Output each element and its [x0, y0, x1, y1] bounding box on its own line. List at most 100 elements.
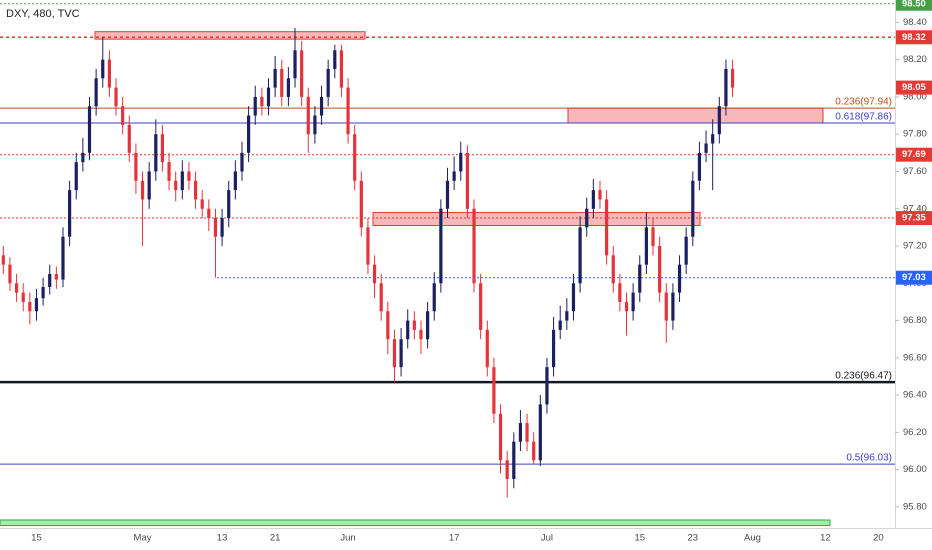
candle-body	[631, 292, 635, 312]
candle-body	[498, 413, 503, 461]
x-tick-label: 13	[217, 533, 228, 544]
candle-body	[671, 292, 675, 321]
candle-body	[140, 180, 145, 200]
candle-body	[485, 329, 489, 368]
y-tick-label: 96.60	[903, 352, 927, 363]
y-tick-label: 98.00	[903, 91, 927, 102]
x-tick-label: May	[134, 533, 152, 544]
y-tick-label: 96.00	[903, 464, 927, 475]
x-tick-label: 15	[31, 533, 42, 544]
candle-body	[28, 301, 32, 312]
candle-body	[193, 180, 198, 200]
candle-body	[306, 96, 310, 135]
candle-body	[532, 441, 536, 461]
chart-title: DXY, 480, TVC	[6, 8, 80, 20]
candle-body	[200, 199, 204, 209]
candle-body	[14, 283, 19, 293]
price-badge	[896, 270, 932, 285]
x-tick-label: 21	[270, 533, 281, 544]
fib-label: 0.5(96.03)	[846, 453, 892, 464]
zone	[94, 31, 366, 40]
candle-body	[74, 162, 78, 191]
candle-body	[724, 68, 728, 107]
candle-body	[174, 180, 178, 191]
fib-label: 0.236(97.94)	[835, 97, 892, 108]
candle-body	[379, 283, 383, 312]
candle-body	[167, 162, 171, 181]
candle-body	[61, 236, 65, 280]
candle-body	[353, 134, 357, 181]
candle-body	[658, 246, 662, 293]
candle-body	[333, 50, 337, 69]
candle-body	[313, 115, 317, 135]
candle-body	[591, 190, 595, 209]
candle-body	[426, 311, 430, 340]
candle-body	[432, 283, 436, 312]
candle-body	[359, 180, 363, 228]
x-tick-label: 17	[449, 533, 460, 544]
candle-body	[638, 264, 642, 293]
candle-body	[598, 190, 602, 200]
candle-body	[545, 367, 549, 405]
candle-body	[538, 404, 542, 461]
candle-body	[54, 273, 58, 280]
candle-body	[578, 227, 582, 284]
candle-body	[154, 134, 158, 172]
zone	[567, 107, 824, 124]
candle-body	[253, 96, 257, 116]
candle-body	[339, 50, 344, 88]
candle-body	[518, 423, 523, 442]
y-tick-label: 95.80	[903, 501, 927, 512]
price-badge	[896, 147, 932, 162]
candle-body	[134, 152, 138, 181]
candle-body	[326, 68, 330, 97]
candle-body	[525, 423, 529, 442]
candle-body	[492, 367, 496, 414]
candle-body	[558, 320, 562, 330]
candle-body	[346, 87, 350, 135]
y-tick-label: 97.40	[903, 203, 927, 214]
candle-body	[571, 283, 576, 312]
candle-body	[677, 264, 682, 293]
candle-body	[280, 68, 284, 97]
candle-body	[180, 171, 184, 191]
x-tick-label: 23	[688, 533, 699, 544]
candle-body	[107, 59, 111, 88]
price-badge	[896, 80, 932, 95]
candle-body	[160, 134, 165, 163]
candle-body	[459, 152, 463, 172]
candle-body	[704, 143, 708, 153]
candle-body	[605, 199, 609, 256]
candle-body	[618, 283, 622, 302]
x-tick-label: Aug	[744, 533, 761, 544]
candle-body	[439, 208, 443, 284]
x-tick-label: 20	[873, 533, 884, 544]
price-badge-label: 97.69	[902, 149, 926, 160]
candle-body	[452, 171, 456, 181]
candle-body	[730, 68, 735, 88]
candle-body	[419, 329, 423, 340]
candle-body	[366, 227, 370, 265]
x-tick-label: 12	[820, 533, 831, 544]
candle-body	[127, 124, 131, 153]
candle-body	[121, 106, 125, 125]
candle-body	[81, 152, 85, 163]
candle-body	[220, 218, 224, 237]
x-tick-label: 15	[634, 533, 645, 544]
candle-body	[445, 180, 450, 209]
price-badge	[896, 0, 932, 11]
candle-body	[386, 311, 390, 340]
candle-body	[273, 68, 277, 88]
candle-body	[717, 106, 721, 135]
candle-body	[240, 152, 244, 172]
candle-body	[147, 171, 151, 200]
candle-body	[286, 78, 290, 97]
candle-body	[21, 292, 25, 302]
candle-body	[392, 339, 397, 368]
candle-body	[68, 190, 72, 237]
candle-body	[260, 96, 264, 107]
y-tick-label: 97.20	[903, 241, 927, 252]
